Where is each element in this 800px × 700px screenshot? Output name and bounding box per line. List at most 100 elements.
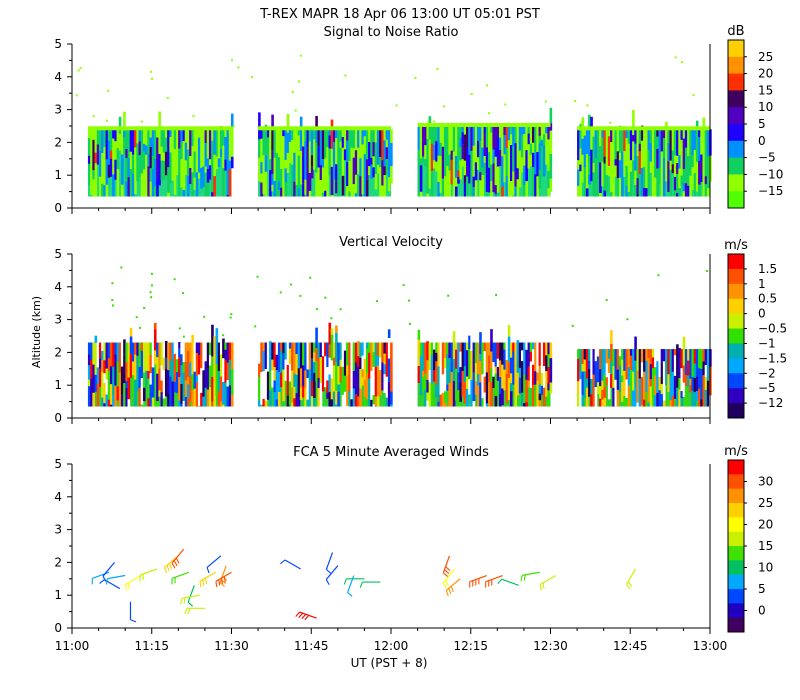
heatmap-cell	[534, 342, 537, 372]
heatmap-cell	[503, 349, 506, 370]
heatmap-cell	[531, 167, 535, 187]
heatmap-cell	[98, 150, 102, 177]
heatmap-cell	[134, 342, 137, 355]
heatmap-cell	[498, 377, 502, 394]
heatmap-speck	[140, 120, 143, 123]
heatmap-cell	[293, 386, 296, 399]
heatmap-cell	[180, 141, 183, 160]
heatmap-cell	[509, 357, 513, 374]
heatmap-cell	[195, 342, 199, 353]
heatmap-cell	[476, 140, 480, 158]
heatmap-cell	[147, 154, 150, 167]
heatmap-cell	[547, 170, 550, 189]
heatmap-cell	[693, 172, 697, 197]
heatmap-cell	[461, 371, 465, 381]
data-block	[577, 330, 712, 407]
heatmap-cell	[156, 342, 159, 358]
heatmap-cell	[527, 366, 531, 381]
heatmap-cell	[627, 143, 631, 174]
heatmap-cell	[131, 154, 135, 174]
heatmap-cell	[87, 386, 91, 407]
heatmap-cell	[90, 171, 93, 195]
colorbar-label: 5	[758, 117, 766, 131]
heatmap-cell	[385, 342, 389, 355]
heatmap-cell	[387, 338, 391, 359]
heatmap-cell	[343, 342, 347, 351]
wind-barb-flag	[166, 565, 170, 572]
heatmap-cell	[695, 132, 699, 162]
heatmap-cell	[162, 342, 166, 358]
heatmap-cell	[632, 390, 635, 407]
heatmap-cell	[160, 160, 164, 181]
heatmap-cell	[226, 386, 230, 407]
heatmap-cell	[219, 401, 223, 407]
heatmap-cell	[614, 379, 618, 407]
heatmap-cell	[490, 132, 493, 165]
heatmap-cell	[138, 155, 142, 177]
heatmap-cell	[288, 342, 292, 349]
heatmap-cell	[125, 149, 128, 159]
heatmap-cell	[160, 146, 164, 161]
heatmap-speck	[414, 76, 417, 79]
wind-barb	[442, 568, 456, 589]
heatmap-cell	[704, 376, 708, 390]
heatmap-cell	[623, 395, 626, 407]
heatmap-cell	[536, 176, 539, 197]
heatmap-cell	[625, 349, 629, 380]
heatmap-cell	[649, 143, 653, 162]
heatmap-cell	[197, 355, 201, 375]
heatmap-cell	[640, 125, 644, 141]
heatmap-cell	[189, 392, 192, 402]
heatmap-cell	[343, 391, 347, 407]
heatmap-cell	[531, 186, 535, 197]
heatmap-cell	[457, 170, 460, 177]
heatmap-cell	[678, 348, 681, 379]
heatmap-cell	[167, 167, 170, 193]
heatmap-cell	[577, 358, 580, 382]
heatmap-cell	[302, 375, 305, 386]
heatmap-cell	[202, 342, 205, 371]
heatmap-cell	[494, 156, 498, 186]
heatmap-cell	[120, 342, 124, 367]
heatmap-cell	[465, 147, 469, 167]
heatmap-cell	[167, 370, 170, 394]
heatmap-cell	[505, 350, 509, 361]
heatmap-cell	[446, 354, 449, 385]
heatmap-cell	[142, 342, 146, 373]
heatmap-cell	[186, 351, 190, 378]
heatmap-cell	[446, 384, 449, 391]
heatmap-cell	[324, 129, 327, 159]
heatmap-cell	[145, 370, 148, 387]
heatmap-cell	[383, 342, 387, 354]
heatmap-cell	[191, 390, 194, 407]
heatmap-cell	[297, 165, 301, 189]
heatmap-cell	[625, 165, 629, 187]
heatmap-cell	[354, 362, 358, 395]
heatmap-cell	[264, 124, 268, 156]
colorbar-label: −10	[758, 167, 783, 181]
heatmap-cell	[131, 129, 135, 155]
heatmap-cell	[368, 378, 371, 400]
heatmap-cell	[706, 380, 710, 407]
wind-barb-flag	[183, 597, 186, 604]
heatmap-cell	[610, 330, 613, 344]
heatmap-cell	[432, 160, 436, 169]
heatmap-speck	[181, 292, 184, 295]
heatmap-cell	[332, 357, 336, 366]
heatmap-cell	[118, 342, 122, 373]
heatmap-cell	[618, 356, 622, 366]
heatmap-cell	[603, 349, 607, 375]
heatmap-cell	[494, 373, 498, 396]
heatmap-cell	[299, 184, 303, 197]
heatmap-cell	[421, 377, 425, 393]
heatmap-cell	[363, 342, 367, 359]
heatmap-speck	[580, 121, 583, 124]
heatmap-cell	[594, 129, 598, 159]
heatmap-cell	[354, 394, 358, 407]
heatmap-cell	[516, 126, 520, 151]
x-tick-label: 12:30	[533, 639, 568, 653]
heatmap-cell	[107, 140, 111, 165]
heatmap-speck	[107, 89, 110, 92]
heatmap-cell	[286, 113, 290, 133]
heatmap-cell	[202, 396, 205, 407]
